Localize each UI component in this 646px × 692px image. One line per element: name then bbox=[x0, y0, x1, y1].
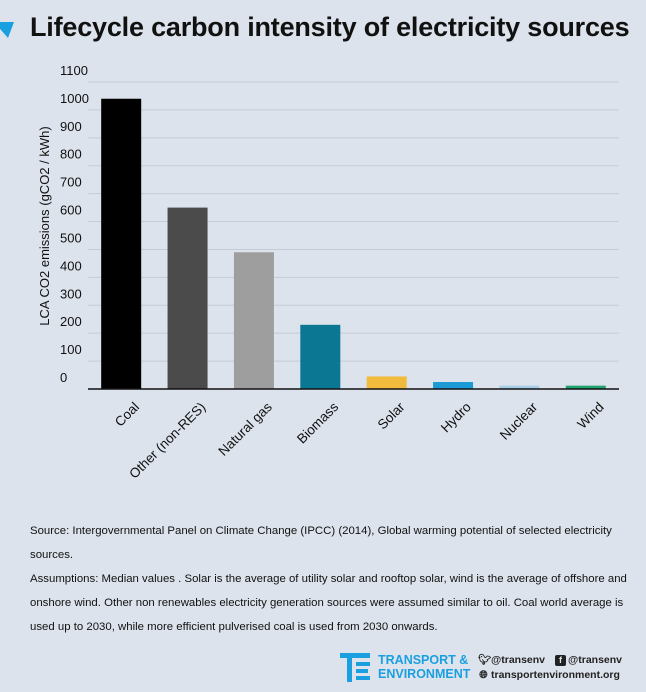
te-logo-icon bbox=[338, 650, 372, 684]
x-tick-label: Nuclear bbox=[497, 399, 541, 443]
x-tick-label: Wind bbox=[574, 399, 606, 431]
facebook-handle[interactable]: @transenv bbox=[568, 654, 622, 666]
logo-line-2: ENVIRONMENT bbox=[378, 667, 470, 681]
y-tick-label: 1000 bbox=[60, 91, 89, 106]
logo-line-1: TRANSPORT & bbox=[378, 653, 470, 667]
page-title: Lifecycle carbon intensity of electricit… bbox=[30, 12, 629, 43]
y-tick-label: 200 bbox=[60, 314, 82, 329]
bar-hydro bbox=[433, 382, 473, 389]
twitter-icon: 🐦︎ bbox=[478, 653, 489, 668]
website-link[interactable]: transportenvironment.org bbox=[491, 669, 620, 681]
bar-biomass bbox=[300, 325, 340, 389]
facebook-icon: f bbox=[555, 655, 566, 666]
globe-icon: 🌐︎ bbox=[478, 668, 489, 683]
bar-other-non-res bbox=[168, 208, 208, 389]
x-tick-label: Coal bbox=[112, 399, 142, 429]
y-tick-label: 0 bbox=[60, 370, 67, 385]
x-tick-label: Biomass bbox=[294, 399, 341, 446]
x-tick-label: Hydro bbox=[438, 399, 474, 435]
twitter-handle[interactable]: @transenv bbox=[491, 654, 545, 666]
y-tick-label: 900 bbox=[60, 119, 82, 134]
title-accent-icon bbox=[0, 22, 14, 38]
y-tick-label: 800 bbox=[60, 147, 82, 162]
footer: TRANSPORT & ENVIRONMENT 🐦︎@transenv f @tra… bbox=[338, 650, 638, 686]
title-bar: Lifecycle carbon intensity of electricit… bbox=[0, 8, 646, 48]
x-tick-label: Natural gas bbox=[215, 399, 275, 459]
y-axis-label: LCA CO2 emissions (gCO2 / kWh) bbox=[37, 126, 52, 325]
y-tick-label: 1100 bbox=[60, 63, 88, 78]
bar-chart: 0 100 200 300 400 500 600 700 800 900 1000 1100 Coa… bbox=[0, 60, 646, 515]
bar-coal bbox=[101, 99, 141, 389]
y-axis-ticks: 0 100 200 300 400 500 600 700 800 900 1000 1100 bbox=[60, 63, 89, 385]
y-tick-label: 100 bbox=[60, 342, 82, 357]
chart-notes: Source: Intergovernmental Panel on Clima… bbox=[30, 519, 630, 639]
social-links: 🐦︎@transenv f @transenv 🌐︎ transportenviron… bbox=[478, 653, 622, 683]
y-tick-label: 700 bbox=[60, 175, 82, 190]
bar-natural-gas bbox=[234, 252, 274, 389]
y-tick-label: 600 bbox=[60, 203, 82, 218]
y-tick-label: 400 bbox=[60, 258, 82, 273]
y-tick-label: 500 bbox=[60, 230, 82, 245]
source-note: Source: Intergovernmental Panel on Clima… bbox=[30, 519, 630, 567]
chart-bars bbox=[101, 99, 606, 389]
y-tick-label: 300 bbox=[60, 286, 82, 301]
logo-wordmark: TRANSPORT & ENVIRONMENT bbox=[378, 653, 470, 681]
assumptions-note: Assumptions: Median values . Solar is th… bbox=[30, 567, 630, 639]
bar-solar bbox=[367, 376, 407, 389]
x-tick-label: Solar bbox=[375, 399, 408, 432]
